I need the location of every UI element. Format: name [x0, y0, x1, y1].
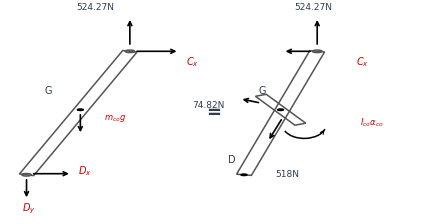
- Text: 524.27N: 524.27N: [294, 3, 332, 12]
- Text: $I_{co}\alpha_{co}$: $I_{co}\alpha_{co}$: [360, 117, 384, 129]
- Text: G: G: [45, 86, 52, 96]
- Text: $m_{co}g$: $m_{co}g$: [104, 113, 126, 124]
- Ellipse shape: [241, 174, 247, 176]
- Text: 524.27N: 524.27N: [76, 3, 114, 12]
- Text: 518N: 518N: [275, 170, 299, 179]
- Text: $D_y$: $D_y$: [22, 201, 35, 216]
- Text: D: D: [228, 155, 235, 166]
- Text: $C_x$: $C_x$: [356, 55, 369, 69]
- Text: 74.82N: 74.82N: [192, 101, 225, 110]
- Text: $D_x$: $D_x$: [78, 165, 92, 178]
- Text: G: G: [258, 86, 266, 96]
- Text: =: =: [206, 104, 221, 122]
- Text: $C_x$: $C_x$: [186, 55, 199, 69]
- Ellipse shape: [278, 109, 283, 110]
- Ellipse shape: [77, 109, 83, 110]
